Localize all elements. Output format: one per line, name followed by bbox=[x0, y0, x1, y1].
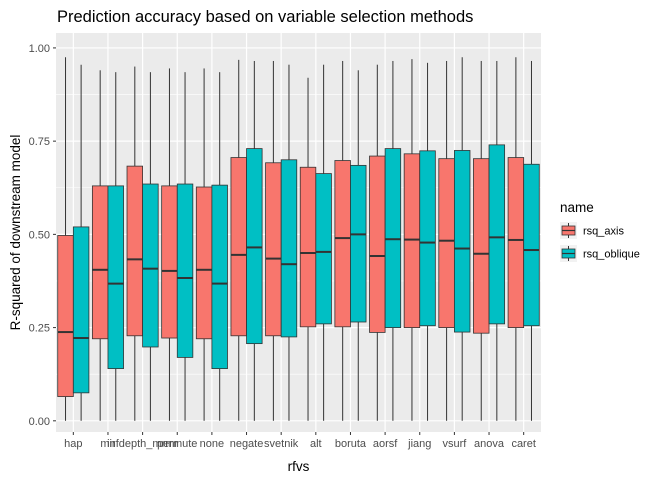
x-tick-label: svetnik bbox=[264, 438, 299, 450]
legend-label: rsq_oblique bbox=[583, 249, 640, 261]
y-axis-title: R-squared of downstream model bbox=[8, 135, 23, 331]
chart-title: Prediction accuracy based on variable se… bbox=[57, 8, 474, 26]
box-body bbox=[350, 164, 367, 323]
box-body bbox=[280, 159, 298, 338]
box-body bbox=[57, 235, 74, 397]
box-rsq_oblique-svetnik bbox=[280, 64, 298, 421]
box-body bbox=[72, 226, 90, 394]
box-body bbox=[211, 184, 228, 370]
box-rsq_oblique-permute bbox=[176, 72, 194, 421]
box-body bbox=[334, 160, 351, 328]
box-rsq_oblique-none bbox=[211, 72, 228, 421]
y-tick-label: 1.00 bbox=[29, 43, 50, 55]
box-body bbox=[315, 173, 332, 325]
box-rsq_axis-negate bbox=[230, 59, 247, 421]
box-body bbox=[126, 165, 144, 337]
box-rsq_oblique-hap bbox=[72, 64, 90, 421]
x-tick-label: jiang bbox=[407, 438, 431, 450]
box-body bbox=[453, 150, 471, 333]
box-body bbox=[473, 158, 490, 334]
x-tick-label: boruta bbox=[335, 438, 367, 450]
box-rsq_axis-caret bbox=[507, 57, 525, 421]
box-body bbox=[369, 155, 386, 333]
box-body bbox=[438, 158, 455, 328]
box-body bbox=[230, 157, 247, 337]
box-rsq_oblique-negate bbox=[246, 60, 263, 421]
box-body bbox=[176, 183, 194, 358]
box-body bbox=[161, 185, 178, 339]
box-body bbox=[195, 186, 213, 340]
box-rsq_oblique-mir bbox=[107, 72, 124, 421]
box-body bbox=[265, 162, 282, 337]
box-body bbox=[384, 148, 402, 328]
box-body bbox=[246, 148, 263, 345]
box-rsq_oblique-jiang bbox=[419, 62, 436, 421]
box-body bbox=[142, 183, 159, 348]
box-body bbox=[419, 150, 436, 327]
box-rsq_axis-hap bbox=[57, 57, 74, 421]
box-body bbox=[507, 157, 525, 328]
x-tick-label: alt bbox=[310, 438, 322, 450]
x-tick-label: mir bbox=[100, 438, 116, 450]
x-tick-label: anova bbox=[474, 438, 505, 450]
box-rsq_axis-permute bbox=[161, 68, 178, 421]
box-rsq_oblique-boruta bbox=[350, 70, 367, 421]
x-tick-label: aorsf bbox=[373, 438, 398, 450]
box-body bbox=[403, 153, 421, 328]
x-tick-label: negate bbox=[230, 438, 264, 450]
box-body bbox=[299, 166, 317, 328]
x-tick-label: permute bbox=[157, 438, 197, 450]
legend-label: rsq_axis bbox=[583, 226, 624, 238]
box-rsq_axis-svetnik bbox=[265, 60, 282, 421]
box-rsq_oblique-aorsf bbox=[384, 60, 402, 421]
x-tick-label: vsurf bbox=[442, 438, 467, 450]
x-axis-title: rfvs bbox=[288, 459, 310, 474]
legend-title: name bbox=[560, 200, 594, 215]
box-rsq_axis-none bbox=[195, 68, 213, 421]
box-rsq_axis-mir bbox=[91, 70, 109, 421]
box-rsq_oblique-caret bbox=[523, 60, 540, 421]
x-tick-label: infdepth_mrmr bbox=[107, 438, 178, 450]
y-tick-label: 0.50 bbox=[29, 229, 50, 241]
legend-item-rsq_oblique: rsq_oblique bbox=[560, 245, 640, 262]
x-tick-label: none bbox=[200, 438, 224, 450]
y-tick-label: 0.25 bbox=[29, 323, 50, 335]
box-rsq_oblique-infdepth_mrmr bbox=[142, 72, 159, 421]
x-tick-label: hap bbox=[64, 438, 82, 450]
box-body bbox=[107, 185, 124, 370]
box-body bbox=[523, 163, 540, 327]
box-rsq_oblique-anova bbox=[488, 60, 506, 421]
box-body bbox=[488, 144, 506, 325]
box-body bbox=[91, 185, 109, 340]
box-rsq_oblique-vsurf bbox=[453, 57, 471, 421]
y-tick-label: 0.00 bbox=[29, 416, 50, 428]
box-rsq_axis-anova bbox=[473, 60, 490, 421]
legend-item-rsq_axis: rsq_axis bbox=[560, 222, 624, 239]
y-tick-label: 0.75 bbox=[29, 136, 50, 148]
x-tick-label: caret bbox=[511, 438, 535, 450]
box-rsq_axis-alt bbox=[299, 77, 317, 421]
box-rsq_axis-infdepth_mrmr bbox=[126, 66, 144, 421]
box-rsq_oblique-alt bbox=[315, 64, 332, 421]
